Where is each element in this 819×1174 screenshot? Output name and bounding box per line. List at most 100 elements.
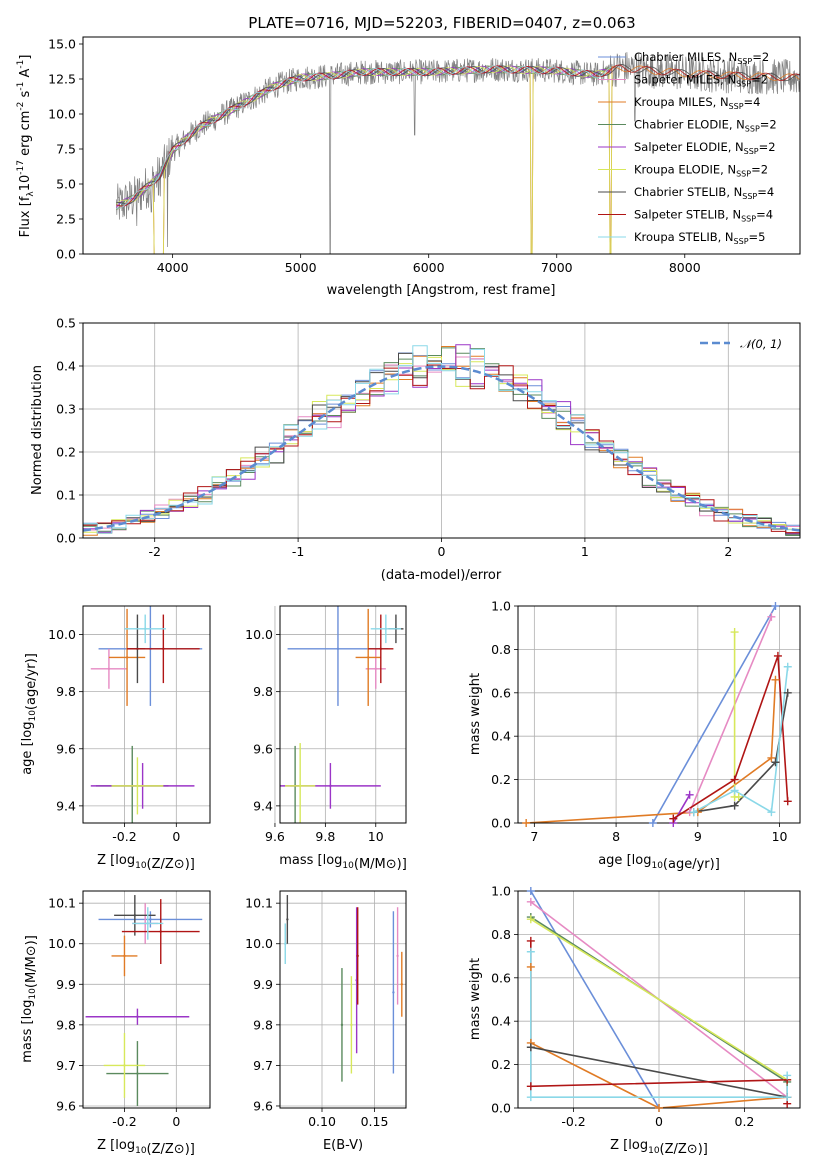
plot-area — [115, 52, 800, 254]
x-tick-label: 6000 — [413, 260, 445, 275]
panel-weight-vs-Z: -0.2 0 0.2 0.0 0.2 0.4 0.6 0.8 1.0 Z [log10(Z/Z⊙)… — [468, 884, 801, 1157]
plus-marker — [771, 602, 780, 610]
data-point — [123, 954, 126, 958]
data-point — [149, 918, 152, 921]
data-point — [125, 656, 129, 659]
x-axis-label: Z [log10(Z/Z⊙)] — [97, 1138, 195, 1157]
legend-entry: Salpeter STELIB, NSSP=4 — [634, 208, 773, 224]
legend-label: Salpeter ELODIE, N — [634, 140, 744, 154]
weight-line-7 — [672, 655, 789, 820]
legend-sub: SSP — [736, 170, 751, 179]
plus-marker — [526, 947, 535, 956]
legend-tail: =2 — [751, 73, 768, 87]
plus-marker — [526, 1093, 535, 1102]
x-axis-label: Z [log10(Z/Z⊙)] — [97, 853, 195, 872]
plus-marker — [783, 1093, 792, 1102]
weight-line-8 — [693, 666, 789, 814]
y-tick-label: 10.1 — [245, 896, 273, 911]
weight-line-1 — [688, 616, 773, 813]
plus-marker — [526, 915, 535, 924]
axes-frame — [517, 605, 801, 824]
x-tick-label: 2 — [724, 544, 732, 559]
data-point — [298, 784, 302, 788]
panel-weight-vs-age: 7 8 9 10 0.0 0.2 0.4 0.6 0.8 1.0 age [log10(age/yr… — [468, 599, 801, 872]
x-tick-label: 10 — [368, 829, 384, 844]
legend-sub: SSP — [737, 57, 752, 66]
legend-sub: SSP — [729, 102, 744, 111]
x-tick-label: 0.2 — [735, 1114, 755, 1129]
panel-mass-vs-Z: -0.2 0 9.6 9.7 9.8 9.9 10.0 10.1 Z [log10(Z/Z⊙)]… — [20, 890, 211, 1157]
data-point — [384, 627, 388, 631]
x-tick-label: -0.2 — [561, 1114, 585, 1129]
axes-frame — [82, 890, 211, 1109]
panel-spectrum: 4000 5000 6000 7000 8000 0.0 2.5 5.0 7.5 10.0 12.5… — [16, 36, 801, 298]
y-tick-label: 0.2 — [491, 1057, 511, 1072]
y-tick-label: 1.0 — [491, 599, 511, 614]
data-point — [340, 1023, 344, 1027]
y-axis-label: mass [log10(M/M⊙)] — [20, 935, 39, 1063]
x-tick-label: 0 — [172, 829, 180, 844]
y-axis-label: mass weight — [468, 958, 483, 1040]
model-spectrum-8 — [116, 65, 612, 209]
data-point — [286, 918, 289, 921]
y-tick-label: 10.0 — [245, 936, 273, 951]
data-point — [284, 942, 287, 945]
legend-entry: Chabrier STELIB, NSSP=4 — [634, 185, 774, 201]
y-tick-label: 9.8 — [253, 684, 273, 699]
y-tick-label: 9.6 — [253, 741, 273, 756]
data-point — [400, 983, 403, 986]
legend-tail: =2 — [752, 50, 769, 64]
y-tick-label: 9.6 — [253, 1098, 273, 1113]
x-axis-label: age [log10(age/yr)] — [598, 853, 720, 872]
model-spectrum-7 — [116, 64, 800, 207]
legend-sub: SSP — [734, 237, 749, 246]
plus-marker — [771, 675, 780, 684]
y-tick-label: 9.9 — [253, 977, 273, 992]
x-tick-label: 10 — [772, 829, 788, 844]
x-tick-label: 1 — [581, 544, 589, 559]
legend-label: Kroupa ELODIE, N — [634, 163, 736, 177]
legend-label: Chabrier STELIB, N — [634, 185, 742, 199]
panel-residuals: -2 -1 0 1 2 0.0 0.1 0.2 0.3 0.4 0.5 𝒩(0, 1) (data-mo… — [30, 316, 801, 583]
data-point — [162, 647, 165, 651]
y-tick-label: 0.4 — [491, 729, 511, 744]
data-point — [133, 914, 137, 917]
model-spectrum-1 — [116, 65, 613, 254]
y-tick-label: 10.1 — [48, 896, 76, 911]
y-axis-label: Flux [fλ10-17 erg cm-2 s-1 A-1] — [16, 55, 36, 238]
panel-mass-vs-EBV: 0.10 0.15 9.6 9.7 9.8 9.9 10.0 10.1 E(B-V) — [245, 890, 407, 1153]
legend-label: Chabrier ELODIE, N — [634, 118, 745, 132]
plot-area — [280, 606, 404, 823]
y-tick-label: 0.3 — [56, 402, 76, 417]
legend-entry: Salpeter MILES, NSSP=2 — [634, 73, 768, 89]
x-tick-label: 8 — [612, 829, 620, 844]
data-point — [356, 954, 359, 958]
y-tick-label: 9.6 — [56, 741, 76, 756]
data-point — [396, 954, 399, 958]
axes-frame — [82, 322, 801, 539]
y-tick-label: 10.0 — [48, 107, 76, 122]
x-tick-label: 8000 — [669, 260, 701, 275]
plus-marker — [767, 808, 776, 817]
x-tick-label: 0 — [655, 1114, 663, 1129]
x-tick-label: 9 — [694, 829, 702, 844]
legend-tail: =2 — [751, 163, 768, 177]
data-point — [329, 784, 332, 788]
x-tick-label: 5000 — [285, 260, 317, 275]
y-axis-label: mass weight — [468, 673, 483, 755]
y-tick-label: 0.5 — [56, 316, 76, 331]
legend-sub: SSP — [741, 215, 756, 224]
legend-entry: Chabrier MILES, NSSP=2 — [634, 50, 769, 66]
x-tick-label: 4000 — [157, 260, 189, 275]
axes-frame — [82, 605, 211, 824]
x-tick-label: 0.15 — [361, 1114, 389, 1129]
y-tick-label: 0.2 — [56, 445, 76, 460]
plot-area — [526, 606, 789, 823]
y-tick-label: 2.5 — [56, 212, 76, 227]
y-tick-label: 10.0 — [245, 627, 273, 642]
legend-sub: SSP — [744, 147, 759, 156]
legend-entry: Chabrier ELODIE, NSSP=2 — [634, 118, 777, 134]
data-point — [374, 667, 377, 671]
plus-marker — [526, 962, 535, 971]
y-tick-label: 10.0 — [48, 936, 76, 951]
